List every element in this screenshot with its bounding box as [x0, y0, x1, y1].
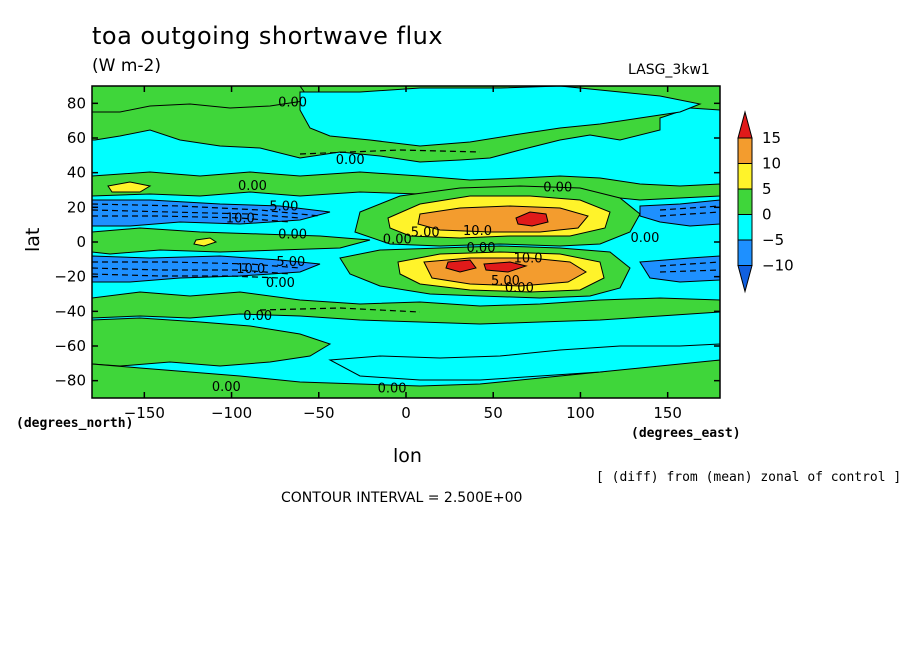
- field-negative-south: [92, 255, 321, 283]
- contour-label: 5.00: [411, 226, 440, 241]
- contour-label: 0.00: [543, 181, 572, 196]
- contour-label: 0.00: [212, 380, 241, 395]
- field-band-35N: [92, 171, 720, 201]
- negative-contour-lines: [92, 149, 720, 313]
- contour-label: 0.00: [505, 281, 534, 296]
- y-tick-label: −60: [54, 337, 86, 355]
- y-tick-label: 40: [67, 164, 86, 182]
- field-south-green-a: [92, 291, 720, 325]
- y-tick-label: 80: [67, 94, 86, 112]
- y-tick-label: −20: [54, 268, 86, 286]
- x-tick-label: 50: [484, 404, 503, 422]
- field-equator-green-west: [92, 227, 371, 255]
- contour-label: 0.00: [467, 241, 496, 256]
- field-south-green-c: [92, 359, 720, 398]
- contour-label: 0.00: [383, 233, 412, 248]
- contour-label: 5.00: [276, 255, 305, 270]
- contour-label: 0.00: [278, 96, 307, 111]
- field-south-cyan-east: [328, 343, 720, 381]
- x-axis-label: lon: [393, 445, 422, 467]
- colorbar-segment: [737, 137, 753, 164]
- colorbar-bottom-arrow: [737, 265, 753, 294]
- colorbar-label: −10: [762, 257, 794, 275]
- colorbar-segment: [737, 239, 753, 266]
- x-tick-label: 150: [653, 404, 682, 422]
- contour-label: 10.0: [226, 212, 255, 227]
- colorbar-label: 15: [762, 129, 781, 147]
- contour-label: 0.00: [278, 227, 307, 242]
- x-tick-label: −100: [211, 404, 252, 422]
- contour-interval: CONTOUR INTERVAL = 2.500E+00: [281, 490, 523, 506]
- x-axis: −150 −100 −50 0 50 100 150: [124, 86, 682, 422]
- contour-label: 0.00: [378, 382, 407, 397]
- field-negative-north: [92, 199, 331, 227]
- colorbar-label: 10: [762, 155, 781, 173]
- field-nh-red: [515, 211, 549, 227]
- colorbar-segment: [737, 214, 753, 241]
- colorbar: 15 10 5 0 −5 −10: [737, 110, 794, 294]
- field-yellow-patch-a: [107, 181, 152, 193]
- x-unit-label: (degrees_east): [631, 426, 741, 441]
- x-tick-label: −50: [303, 404, 335, 422]
- colorbar-label: 5: [762, 180, 772, 198]
- y-tick-label: −40: [54, 302, 86, 320]
- contour-label: 5.00: [269, 200, 298, 215]
- x-tick-label: −150: [124, 404, 165, 422]
- colorbar-segment: [737, 188, 753, 215]
- x-tick-label: 100: [566, 404, 595, 422]
- chart-title: toa outgoing shortwave flux: [92, 22, 444, 50]
- field-nh-orange: [417, 205, 589, 233]
- colorbar-label: 0: [762, 206, 772, 224]
- y-axis: 80 60 40 20 0 −20 −40 −60 −80: [54, 94, 720, 390]
- contour-label: 10.0: [514, 252, 543, 267]
- y-tick-label: −80: [54, 372, 86, 390]
- contour-label: 5.00: [491, 274, 520, 289]
- field-sh-red: [445, 259, 528, 273]
- contour-label: 0.00: [631, 231, 660, 246]
- colorbar-segment: [737, 163, 753, 190]
- contour-label: 10.0: [236, 262, 265, 277]
- contour-label: 0.00: [238, 179, 267, 194]
- contour-label: 10.0: [463, 224, 492, 239]
- field-north-cyan: [299, 86, 702, 147]
- filled-contours: [92, 86, 720, 398]
- y-unit-label: (degrees_north): [16, 416, 134, 431]
- y-tick-label: 20: [67, 198, 86, 216]
- field-negative-south-east: [639, 255, 720, 283]
- colorbar-top-arrow: [737, 110, 753, 139]
- chart-units: (W m-2): [92, 56, 161, 76]
- colorbar-label: −5: [762, 231, 784, 249]
- diff-note: [ (diff) from (mean) zonal of control ]: [596, 470, 902, 485]
- y-axis-label: lat: [22, 227, 44, 252]
- y-tick-label: 60: [67, 129, 86, 147]
- field-negative-north-east: [639, 199, 720, 227]
- x-tick-label: 0: [401, 404, 411, 422]
- contour-label: 0.00: [266, 276, 295, 291]
- contour-label: 0.00: [243, 309, 272, 324]
- dataset-label: LASG_3kw1: [628, 62, 710, 78]
- y-tick-label: 0: [76, 233, 86, 251]
- field-yellow-patch-b: [193, 237, 218, 247]
- contour-label: 0.00: [336, 153, 365, 168]
